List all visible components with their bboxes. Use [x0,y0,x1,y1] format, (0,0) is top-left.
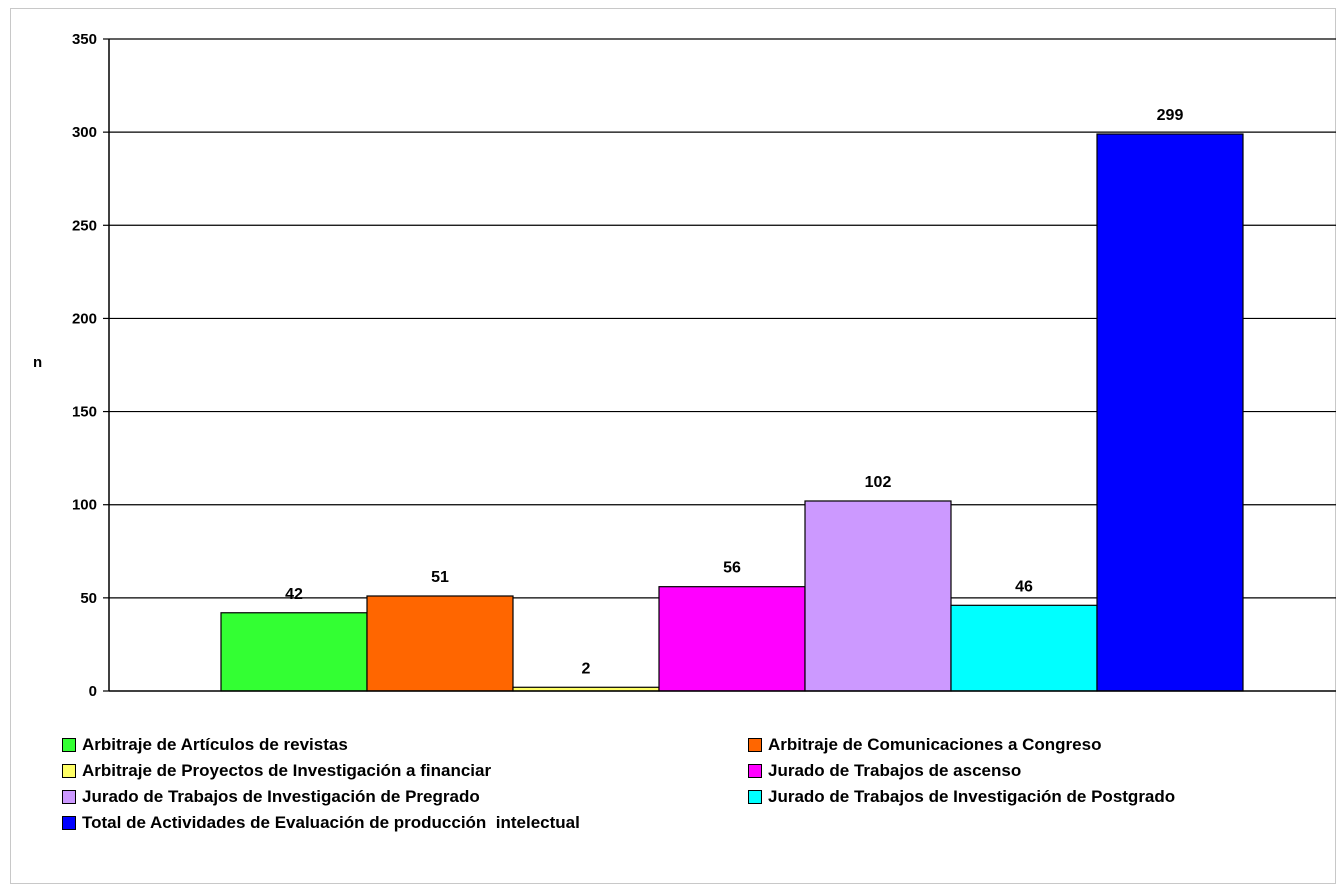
legend-label: Jurado de Trabajos de Investigación de P… [82,787,480,806]
bar [950,604,1098,692]
y-tick-label: 250 [72,217,97,234]
legend-swatch [748,764,762,778]
legend-item: Jurado de Trabajos de Investigación de P… [748,786,1175,808]
y-tick-label: 150 [72,404,97,421]
data-label: 2 [582,660,591,677]
legend-swatch [748,790,762,804]
legend-label: Total de Actividades de Evaluación de pr… [82,813,580,832]
legend-item: Jurado de Trabajos de ascenso [748,760,1021,782]
legend-swatch [62,738,76,752]
data-label: 46 [1015,578,1033,595]
legend-item: Arbitraje de Artículos de revistas [62,734,348,756]
y-tick-label: 200 [72,310,97,327]
legend-swatch [62,816,76,830]
bar [804,500,952,692]
y-tick-label: 0 [89,683,97,700]
bars [220,133,1244,692]
legend-item: Jurado de Trabajos de Investigación de P… [62,786,480,808]
data-label: 299 [1157,107,1184,124]
legend-label: Jurado de Trabajos de ascenso [768,761,1022,780]
legend-label: Arbitraje de Proyectos de Investigación … [82,761,492,780]
data-label: 56 [723,560,741,577]
legend-swatch [62,790,76,804]
legend-swatch [748,738,762,752]
bar [366,595,514,692]
legend-item: Arbitraje de Comunicaciones a Congreso [748,734,1101,756]
data-labels: 42 51 2 56 102 46 299 [285,107,1183,677]
legend-item: Arbitraje de Proyectos de Investigación … [62,760,491,782]
y-axis-title: n [33,354,42,371]
y-axis-ticks: 0 50 100 150 200 250 300 350 [72,31,109,700]
legend-label: Jurado de Trabajos de Investigación de P… [768,787,1176,806]
bar [1096,133,1244,692]
bar [658,586,806,692]
y-tick-label: 300 [72,124,97,141]
legend-label: Arbitraje de Comunicaciones a Congreso [768,735,1102,754]
legend-item: Total de Actividades de Evaluación de pr… [62,812,580,834]
legend-swatch [62,764,76,778]
data-label: 102 [865,474,892,491]
y-tick-label: 350 [72,31,97,48]
data-label: 42 [285,586,303,603]
bar [220,612,368,692]
data-label: 51 [431,569,449,586]
y-tick-label: 100 [72,497,97,514]
y-tick-label: 50 [80,590,97,607]
legend-label: Arbitraje de Artículos de revistas [82,735,348,754]
